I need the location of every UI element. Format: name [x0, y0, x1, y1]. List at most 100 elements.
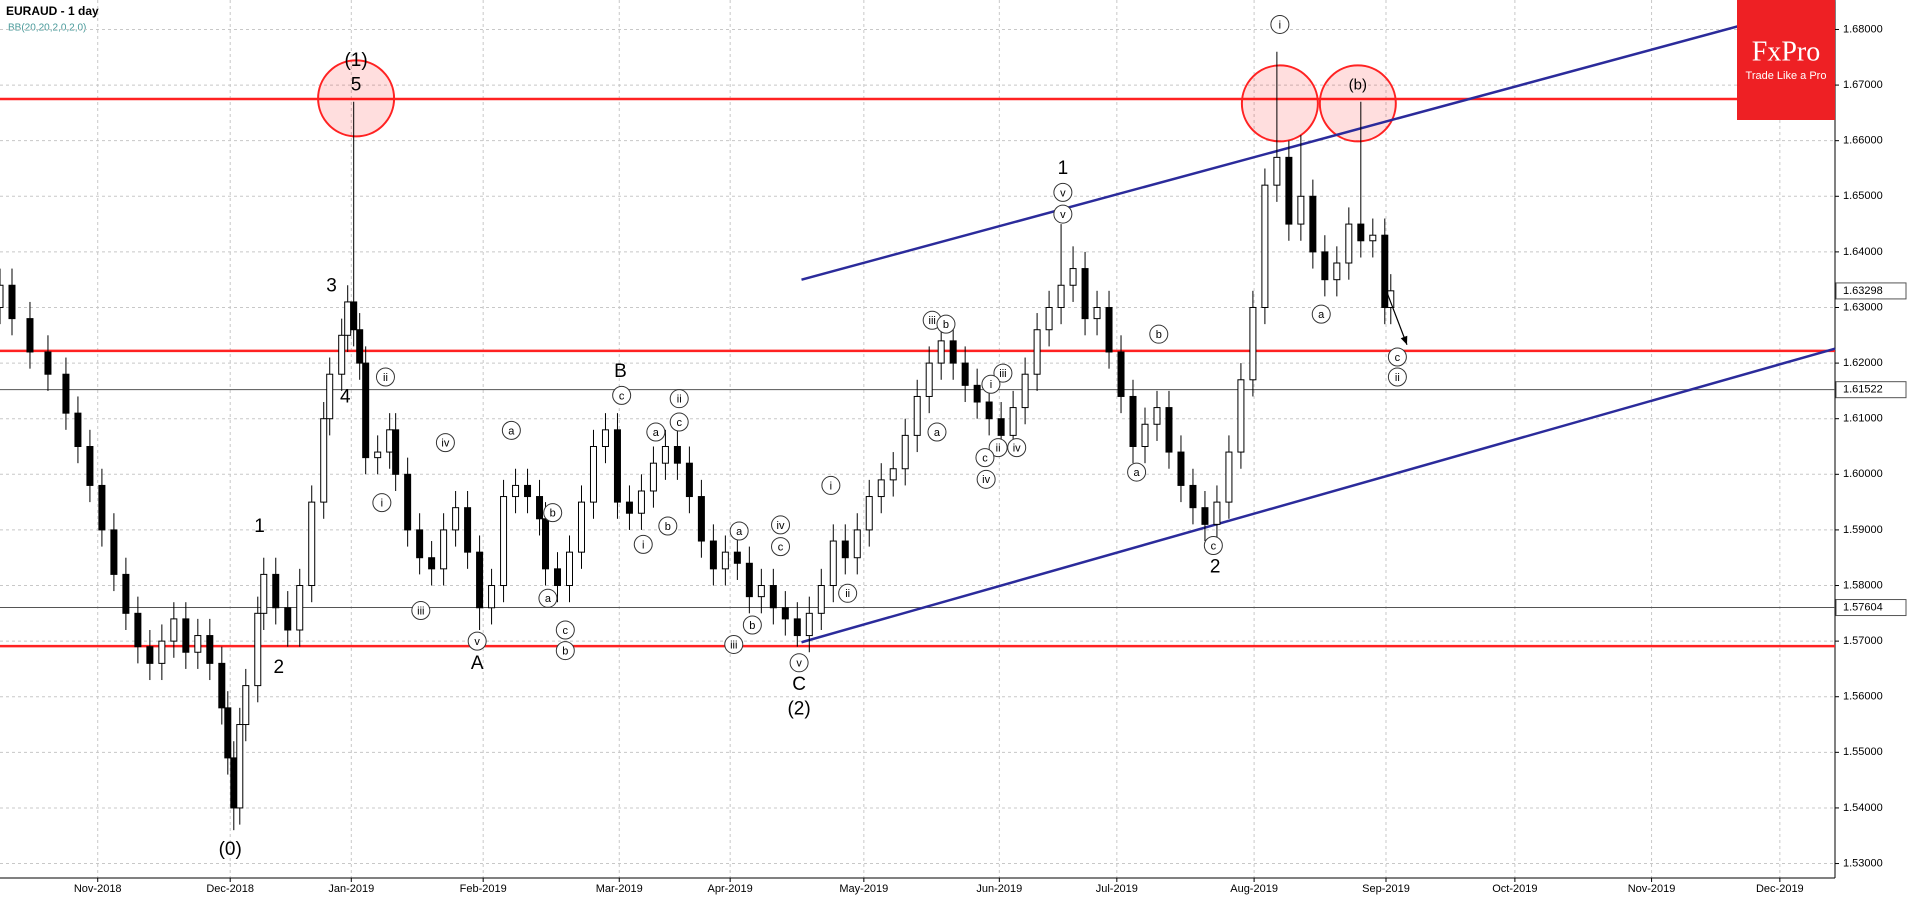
wave-circle	[988, 438, 1008, 458]
wave-circle	[1311, 304, 1331, 324]
wave-circle	[658, 516, 678, 536]
candle-body	[613, 429, 621, 503]
candle-body	[170, 618, 178, 642]
candle-body	[392, 429, 400, 475]
candle-body	[464, 507, 472, 553]
candle-body	[661, 446, 669, 464]
wave-label: i	[830, 480, 832, 492]
wave-label: 4	[340, 387, 351, 408]
wave-label: iv	[982, 474, 990, 486]
y-tick-label: 1.55000	[1843, 746, 1883, 758]
wave-circle	[435, 433, 455, 453]
wave-circle	[375, 367, 395, 387]
y-tick-label: 1.66000	[1843, 135, 1883, 147]
candle-body	[649, 462, 657, 492]
price-marker-box	[1835, 381, 1907, 399]
wave-label: iii	[730, 639, 737, 651]
wave-label: a	[1318, 309, 1325, 321]
candle-body	[1381, 234, 1389, 308]
wave-label: iii	[999, 368, 1006, 380]
wave-circle	[771, 537, 791, 557]
price-marker-box	[1835, 282, 1907, 300]
y-tick-label: 1.68000	[1843, 23, 1883, 35]
wave-circle	[927, 422, 947, 442]
wave-label: (2)	[787, 699, 810, 720]
wave-circle	[467, 631, 487, 651]
wave-circle	[538, 588, 558, 608]
candle-body	[829, 540, 837, 587]
wave-label: ii	[996, 443, 1001, 455]
wave-circle	[555, 620, 575, 640]
y-tick-label: 1.57000	[1843, 635, 1883, 647]
candle-body	[853, 529, 861, 559]
candle-body	[500, 496, 508, 587]
wave-label: A	[471, 653, 484, 674]
price-marker-label: 1.57604	[1843, 601, 1883, 613]
candle-body	[44, 351, 52, 375]
wave-circle	[1149, 324, 1169, 344]
candle-body	[1321, 251, 1329, 281]
wave-label: b	[550, 508, 556, 520]
x-tick-label: Oct-2019	[1492, 883, 1537, 895]
wave-label: a	[934, 427, 941, 439]
candle-body	[404, 473, 412, 531]
wave-label: c	[619, 390, 625, 402]
y-tick-label: 1.59000	[1843, 524, 1883, 536]
logo-tagline: Trade Like a Pro	[1746, 70, 1827, 82]
wave-label: iv	[777, 520, 785, 532]
wave-label: ii	[1395, 372, 1400, 384]
candle-body	[272, 573, 280, 609]
candle-body	[985, 401, 993, 420]
y-tick-label: 1.58000	[1843, 579, 1883, 591]
candle-body	[0, 284, 4, 308]
wave-label: b	[749, 620, 755, 632]
candle-body	[98, 484, 106, 531]
wave-label: b	[665, 521, 671, 533]
candle-body	[709, 540, 717, 570]
wave-circle	[1053, 182, 1073, 202]
wave-circle	[633, 534, 653, 554]
wave-label: a	[1134, 467, 1141, 479]
candle-body	[1309, 195, 1317, 253]
candle-body	[146, 646, 154, 664]
wave-label: 1	[1058, 158, 1069, 179]
wave-label: i	[642, 539, 644, 551]
candle-body	[1297, 195, 1305, 225]
candle-body	[242, 685, 250, 726]
wave-circle	[936, 314, 956, 334]
y-tick-label: 1.61000	[1843, 413, 1883, 425]
x-tick-label: Dec-2018	[206, 883, 254, 895]
wave-label: c	[676, 417, 682, 429]
x-tick-label: May-2019	[839, 883, 888, 895]
candle-body	[697, 496, 705, 542]
wave-label: b	[1156, 329, 1162, 341]
candle-body	[925, 362, 933, 397]
y-tick-label: 1.64000	[1843, 246, 1883, 258]
wave-label: ii	[383, 372, 388, 384]
wave-circle	[501, 420, 521, 440]
price-marker-box	[1835, 599, 1907, 617]
candle-body	[961, 362, 969, 386]
candle-body	[1369, 234, 1377, 242]
candle-body	[374, 451, 382, 459]
candle-body	[1081, 268, 1089, 320]
wave-circle	[1007, 438, 1027, 458]
candle-body	[745, 562, 753, 598]
candle-body	[86, 446, 94, 486]
candle-body	[230, 757, 238, 809]
wave-label: (0)	[219, 839, 242, 860]
wave-label: b	[943, 319, 949, 331]
candle-body	[524, 484, 532, 498]
wave-circle	[1387, 367, 1407, 387]
wave-circle	[372, 493, 392, 513]
candle-body	[488, 585, 496, 609]
candle-body	[110, 529, 118, 575]
candle-body	[452, 507, 460, 531]
candle-body	[1141, 423, 1149, 448]
candle-body	[1273, 156, 1281, 186]
x-tick-label: Nov-2018	[74, 883, 122, 895]
wave-label: a	[508, 425, 515, 437]
logo-name: FxPro	[1752, 36, 1820, 67]
candle-body	[326, 373, 334, 420]
